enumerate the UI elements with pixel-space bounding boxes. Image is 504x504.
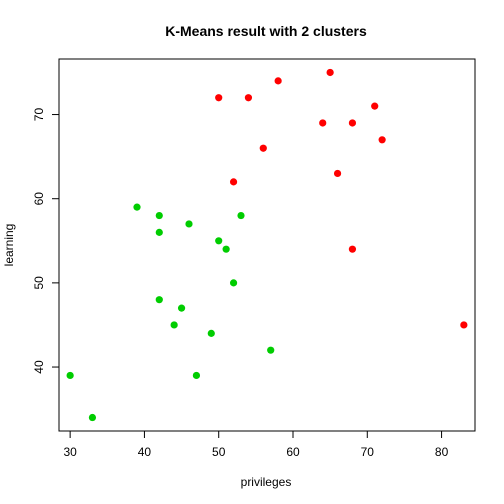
data-point-cluster-1 (229, 178, 238, 186)
data-point-cluster-2 (185, 220, 193, 228)
data-point-cluster-1 (244, 94, 253, 102)
data-point-cluster-2 (66, 371, 74, 380)
data-point-cluster-1 (274, 77, 282, 85)
data-point-cluster-2 (155, 228, 163, 236)
y-tick-label: 70 (32, 108, 46, 122)
y-axis-label: learning (2, 224, 16, 267)
y-tick-label: 60 (32, 192, 46, 206)
x-axis-label: privileges (241, 475, 292, 489)
data-point-cluster-1 (333, 169, 342, 178)
data-point-cluster-1 (259, 144, 267, 152)
data-point-cluster-1 (215, 94, 223, 102)
data-point-cluster-1 (348, 119, 357, 127)
x-tick-label: 50 (212, 445, 226, 459)
data-point-cluster-2 (215, 237, 223, 245)
x-tick-label: 40 (138, 445, 152, 459)
data-point-cluster-2 (192, 371, 201, 380)
y-axis: 40 50 60 70 (32, 108, 60, 374)
data-point-cluster-2 (88, 413, 97, 422)
x-axis: 30 40 50 60 70 80 (63, 430, 449, 459)
chart-title: K-Means result with 2 clusters (165, 23, 367, 39)
data-point-cluster-1 (378, 136, 386, 144)
data-point-cluster-1 (371, 102, 379, 110)
data-point-cluster-2 (133, 203, 141, 211)
x-tick-label: 70 (361, 445, 375, 459)
data-point-cluster-2 (170, 321, 178, 329)
data-point-cluster-2 (222, 245, 230, 253)
x-tick-label: 80 (435, 445, 449, 459)
plot-border (58, 58, 476, 432)
data-point-cluster-1 (319, 119, 327, 127)
y-tick-label: 50 (32, 276, 46, 290)
x-tick-label: 60 (286, 445, 300, 459)
data-point-cluster-1 (326, 68, 334, 77)
data-point-cluster-2 (267, 346, 275, 354)
data-point-cluster-2 (237, 211, 245, 220)
data-point-cluster-2 (207, 329, 215, 337)
data-point-cluster-2 (177, 304, 186, 312)
data-point-cluster-1 (460, 321, 468, 329)
data-point-cluster-2 (155, 296, 163, 304)
x-tick-label: 30 (63, 445, 77, 459)
data-points (66, 68, 468, 422)
data-point-cluster-2 (155, 211, 163, 220)
data-point-cluster-2 (229, 279, 238, 287)
data-point-cluster-1 (348, 245, 357, 253)
y-tick-label: 40 (32, 360, 46, 374)
